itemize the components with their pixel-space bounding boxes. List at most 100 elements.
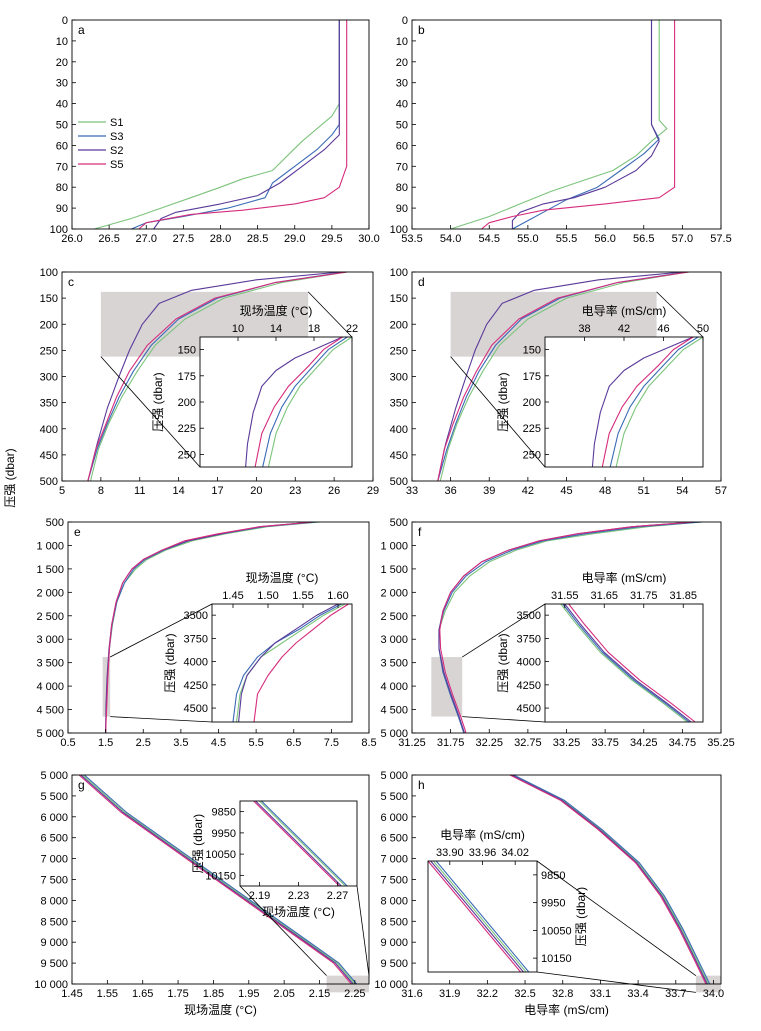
legend-label-s3: S3 [110,131,123,143]
panel-a-xtick-label: 28.0 [210,233,231,245]
panel-g-inset-ylabel: 压强 (dbar) [191,814,205,873]
panel-e-xtick-label: 8.5 [361,737,376,749]
panel-h-inset-series-s2 [430,860,524,973]
panel-d-inset-series-s3 [609,336,699,468]
panel-f-inset-ytick-label: 3750 [517,633,541,645]
panel-g-xtick-label: 2.05 [273,988,294,1000]
panel-h-series-s2 [510,774,708,985]
panel-d-xtick-label: 42 [522,485,534,497]
panel-a-label: a [78,23,85,37]
panel-a-ytick-label: 100 [50,224,68,236]
panel-h-ytick-label: 5 500 [380,791,408,803]
panel-h-xtick-label: 32.5 [514,988,535,1000]
panel-e-inset-frame [211,603,353,723]
panel-d-inset-ytick-label: 175 [523,371,541,383]
panel-d-xtick-label: 54 [676,485,688,497]
panel-e-xtick-label: 7.5 [324,737,339,749]
panel-a-series-s1 [94,20,340,230]
panel-b: 53.5 54.0 54.5 55.0 55.5 56.0 56.5 57.0 57.5 0 10 2… [390,15,732,245]
panel-h-inset-xtick-label: 33.90 [436,847,464,859]
panel-f-ytick-label: 3 000 [380,634,408,646]
panel-g-series-s1 [82,774,356,985]
panel-h-xlabel: 电导率 (mS/cm) [524,1002,609,1017]
panel-c-xtick-label: 29 [367,485,379,497]
panel-c-ytick-label: 150 [40,293,58,305]
panel-g-inset-xlabel: 现场温度 (°C) [262,904,335,919]
panel-h-xtick-label: 32.8 [552,988,573,1000]
panel-h-zoom-connector [536,860,697,976]
panel-h-label: h [418,778,425,792]
panel-f-xtick-label: 33.25 [553,737,581,749]
panel-f-ytick-label: 5 000 [380,728,408,740]
panel-d-ytick-label: 250 [390,345,408,357]
panel-b-series-s2 [511,20,660,229]
panel-c-ytick-label: 350 [40,398,58,410]
panel-g-xtick-label: 2.15 [309,988,330,1000]
legend-label-s1: S1 [110,117,123,129]
panel-c-ytick-label: 200 [40,319,58,331]
panel-c-series-s2 [87,271,341,482]
panel-c-inset-xtick-label: 22 [346,323,358,335]
panel-c-inset-series-s3 [262,336,348,468]
panel-b-xtick-label: 57.0 [672,233,693,245]
panel-c-series-s1 [89,271,348,482]
panel-g-xtick-label: 1.95 [238,988,259,1000]
panel-a-ytick-label: 50 [56,120,68,132]
panel-d-inset-ytick-label: 225 [523,423,541,435]
panel-d-label: d [418,275,425,289]
panel-c-inset-ylabel: 压强 (dbar) [151,372,165,431]
legend-label-s5: S5 [110,159,123,171]
panel-b-ytick-label: 50 [396,120,408,132]
panel-g-inset-series-s3 [261,800,348,887]
panel-b-xtick-label: 54.5 [479,233,500,245]
panel-h-xtick-label: 31.6 [401,988,422,1000]
panel-f-inset-ytick-label: 4250 [517,680,541,692]
panel-c-inset-bg [200,337,352,467]
panel-g-zoom-connector [239,885,327,976]
panel-h-inset-series-s5 [427,860,522,973]
panel-f-xtick-label: 33.75 [591,737,619,749]
panel-h-inset-xtick-label: 33.96 [469,847,497,859]
panel-e-inset-xtick-label: 1.60 [327,590,348,602]
panel-h-ytick-label: 9 000 [380,937,408,949]
panel-d-inset-series-s1 [615,336,704,468]
panel-f-xtick-label: 31.75 [437,737,465,749]
panel-e-zoom-connector [109,603,213,658]
panel-b-xtick-label: 57.5 [710,233,731,245]
panel-d-inset-ytick-label: 200 [523,397,541,409]
panel-f-inset-series-s5 [568,603,696,723]
panel-f-inset-series-s3 [562,603,690,723]
panel-d-zoom-connector [450,356,546,468]
panel-f-inset-xtick-label: 31.75 [630,590,658,602]
panel-g-ytick-label: 6 000 [40,812,68,824]
panel-h-inset-ytick-label: 10150 [541,953,572,965]
panel-e-inset-series-s5 [253,603,349,723]
panel-e-series-s5 [105,521,313,734]
panel-f-inset-xtick-label: 31.65 [590,590,618,602]
panel-d-inset-ytick-label: 250 [523,449,541,461]
panel-h-xtick-label: 34.0 [703,988,724,1000]
panel-h-ytick-label: 6 000 [380,812,408,824]
panel-f-ytick-label: 3 500 [380,658,408,670]
panel-g-xtick-label: 1.45 [61,988,82,1000]
panel-d-inset-xtick-label: 50 [697,323,709,335]
panel-h-ytick-label: 8 500 [380,916,408,928]
panel-a-ytick-label: 20 [56,57,68,69]
panel-c-label: c [68,275,74,289]
panel-a-xtick-label: 27.5 [173,233,194,245]
panel-d-inset-xtick-label: 38 [578,323,590,335]
panel-e: 0.5 1.5 2.5 3.5 4.5 5.5 6.5 7.5 8.5 500 1 000 1 500… [36,517,376,749]
panel-c-inset-xtick-label: 10 [232,323,244,335]
panel-c-inset-ytick-label: 250 [178,449,196,461]
panel-b-xtick-label: 56.0 [594,233,615,245]
panel-h-inset-ytick-label: 9850 [541,870,565,882]
panel-h-inset-series-s1 [432,860,527,973]
panel-g-inset: 2.19 2.23 2.27 9850 9950 10050 10150 现场温度 (°C) 压… [191,800,358,919]
panel-e-inset-xtick-label: 1.55 [292,590,313,602]
panel-h-inset-xlabel: 电导率 (mS/cm) [440,827,525,842]
panel-e-ytick-label: 3 000 [36,634,64,646]
panel-h-series-s1 [512,774,709,985]
panel-b-xtick-label: 56.5 [633,233,654,245]
panel-f-inset-ytick-label: 4500 [517,703,541,715]
